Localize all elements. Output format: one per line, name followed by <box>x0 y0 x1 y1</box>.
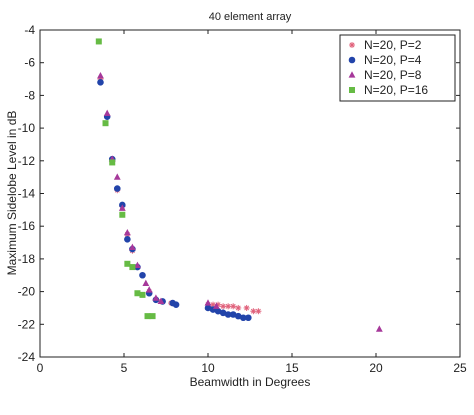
x-tick-label: 25 <box>453 361 467 375</box>
data-point-asterisk <box>243 304 250 311</box>
data-point-asterisk <box>220 303 227 310</box>
data-point-circle <box>139 271 146 279</box>
data-point-triangle <box>142 279 150 287</box>
x-tick-label: 20 <box>369 361 383 375</box>
axis-ticks: 0 5 10 15 20 25 -24 -22 -20 -18 -16 -14 -12 -10 -8 -6 -4 <box>18 23 467 375</box>
y-tick-label: -14 <box>18 187 36 201</box>
y-tick-label: -10 <box>18 121 36 135</box>
legend-label: N=20, P=2 <box>364 38 422 52</box>
data-point-square <box>109 159 116 166</box>
legend-label: N=20, P=16 <box>364 83 428 97</box>
data-point-square <box>95 38 102 45</box>
y-tick-label: -8 <box>24 88 35 102</box>
y-tick-label: -12 <box>18 154 36 168</box>
data-points <box>95 38 383 332</box>
data-point-triangle <box>113 173 121 180</box>
legend: N=20, P=2N=20, P=4N=20, P=8N=20, P=16 <box>339 34 456 102</box>
chart-title: 40 element array <box>209 11 292 23</box>
legend-label: N=20, P=8 <box>364 68 422 82</box>
data-point-circle <box>113 185 121 192</box>
data-point-triangle <box>157 297 165 305</box>
legend-marker-asterisk <box>349 42 355 48</box>
legend-marker-circle <box>348 56 356 64</box>
data-point-triangle <box>204 299 212 306</box>
data-point-square <box>102 120 109 127</box>
legend-marker-square <box>349 87 355 93</box>
y-tick-label: -20 <box>18 285 36 299</box>
x-tick-label: 0 <box>37 361 44 375</box>
data-point-square <box>134 290 141 297</box>
y-tick-label: -24 <box>18 350 36 364</box>
data-point-triangle <box>145 286 153 293</box>
data-point-triangle <box>152 294 160 301</box>
y-tick-label: -22 <box>18 317 36 331</box>
data-point-asterisk <box>255 308 262 315</box>
x-axis-label: Beamwidth in Degrees <box>190 375 311 389</box>
data-point-triangle <box>123 228 131 236</box>
data-point-triangle <box>134 261 141 269</box>
data-point-square <box>139 291 146 298</box>
data-point-circle <box>245 314 252 322</box>
data-point-triangle <box>103 109 111 116</box>
x-tick-label: 15 <box>285 361 299 375</box>
data-point-triangle <box>118 204 126 211</box>
y-tick-label: -4 <box>24 23 35 37</box>
y-axis-label: Maximum Sidelobe Level in dB <box>5 111 19 276</box>
data-point-square <box>149 313 156 320</box>
data-point-circle <box>97 79 104 86</box>
data-point-square <box>129 264 136 271</box>
data-point-asterisk <box>230 303 237 310</box>
data-point-circle <box>124 235 131 243</box>
x-tick-label: 10 <box>201 361 215 375</box>
legend-marker-triangle <box>348 71 356 78</box>
data-point-circle <box>172 301 180 308</box>
data-point-triangle <box>375 325 383 332</box>
data-point-asterisk <box>225 303 232 310</box>
data-point-triangle <box>129 243 136 251</box>
legend-box <box>339 34 456 102</box>
legend-label: N=20, P=4 <box>364 53 422 67</box>
y-tick-label: -18 <box>18 252 36 266</box>
y-tick-label: -6 <box>24 56 35 70</box>
data-point-square <box>119 211 126 218</box>
x-tick-label: 5 <box>121 361 128 375</box>
data-point-asterisk <box>235 304 242 311</box>
data-point-asterisk <box>250 308 257 315</box>
data-point-triangle <box>213 302 220 309</box>
y-tick-label: -16 <box>18 219 36 233</box>
data-point-square <box>124 260 131 267</box>
data-point-square <box>144 313 151 320</box>
data-point-triangle <box>97 71 104 79</box>
